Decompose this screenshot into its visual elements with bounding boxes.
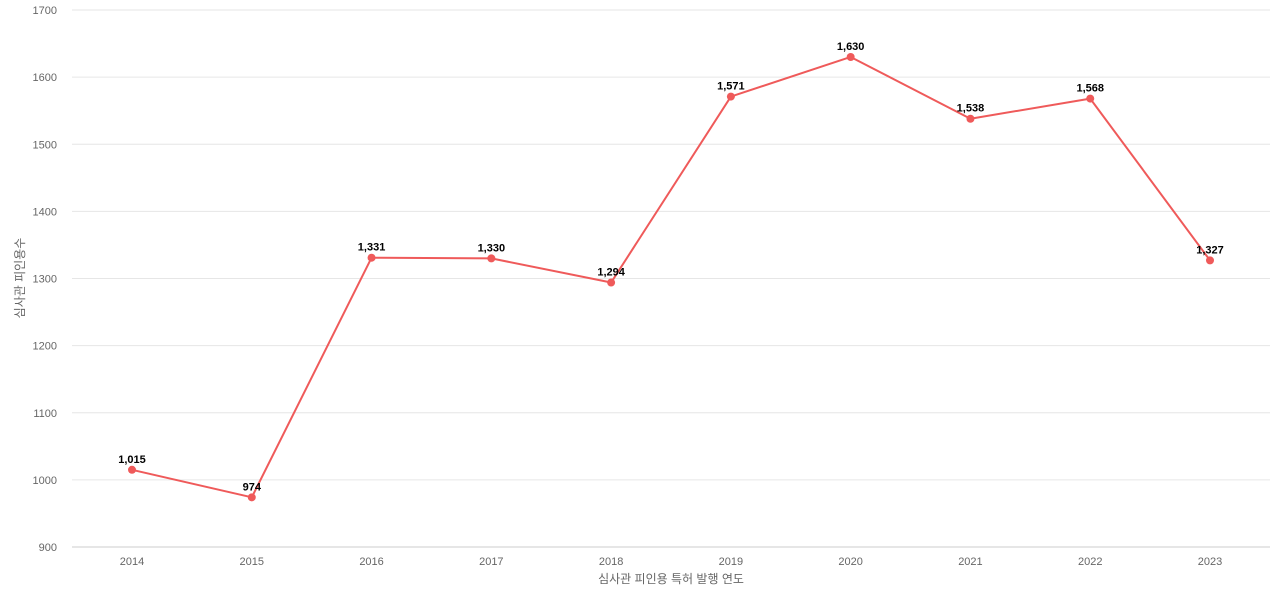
y-tick-label: 1400 <box>33 206 57 218</box>
data-label: 1,630 <box>837 41 865 53</box>
point-layer <box>128 52 1214 502</box>
data-point <box>966 114 975 123</box>
x-tick-label: 2023 <box>1198 556 1222 568</box>
y-tick-label: 1300 <box>33 274 57 286</box>
data-label: 1,571 <box>717 81 745 93</box>
series-line <box>131 55 1211 499</box>
data-label: 1,294 <box>597 267 625 279</box>
x-tick-label: 2019 <box>719 556 743 568</box>
data-label: 1,538 <box>957 103 985 115</box>
y-axis-ticks: 900 1000 1100 1200 1300 1400 1500 1600 1700 <box>33 5 57 554</box>
x-tick-label: 2022 <box>1078 556 1102 568</box>
x-tick-label: 2016 <box>359 556 383 568</box>
y-tick-label: 1500 <box>33 139 57 151</box>
data-label: 1,015 <box>118 454 146 466</box>
x-tick-label: 2017 <box>479 556 503 568</box>
data-point <box>247 493 256 502</box>
y-axis-title: 심사관 피인용수 <box>13 238 27 319</box>
y-tick-label: 900 <box>39 542 57 554</box>
data-label: 1,330 <box>478 242 506 254</box>
data-point <box>726 92 735 101</box>
data-point <box>607 278 616 287</box>
data-label: 1,331 <box>358 242 386 254</box>
data-point <box>1206 256 1214 265</box>
data-point <box>487 254 496 263</box>
data-point <box>367 253 376 262</box>
x-axis-title: 심사관 피인용 특허 발행 연도 <box>598 571 744 586</box>
x-tick-label: 2020 <box>838 556 862 568</box>
data-label: 974 <box>243 481 262 493</box>
data-point <box>846 52 855 61</box>
x-tick-label: 2018 <box>599 556 623 568</box>
y-tick-label: 1000 <box>33 475 57 487</box>
data-label: 1,327 <box>1196 244 1224 256</box>
y-tick-label: 1100 <box>33 408 57 420</box>
x-tick-label: 2021 <box>958 556 982 568</box>
x-tick-label: 2015 <box>240 556 264 568</box>
x-axis-ticks: 2014 2015 2016 2017 2018 2019 2020 2021 2022 2023 <box>120 556 1222 568</box>
y-tick-label: 1700 <box>33 5 57 17</box>
y-tick-label: 1600 <box>33 72 57 84</box>
series-layer <box>131 55 1211 499</box>
data-label: 1,568 <box>1076 83 1104 95</box>
data-point <box>128 465 136 474</box>
data-labels: 1,015 974 1,331 1,330 1,294 1,571 1,630 1,538 1,… <box>118 41 1224 493</box>
x-tick-label: 2014 <box>120 556 144 568</box>
gridlines <box>72 9 1270 548</box>
y-tick-label: 1200 <box>33 341 57 353</box>
data-point <box>1086 94 1095 103</box>
